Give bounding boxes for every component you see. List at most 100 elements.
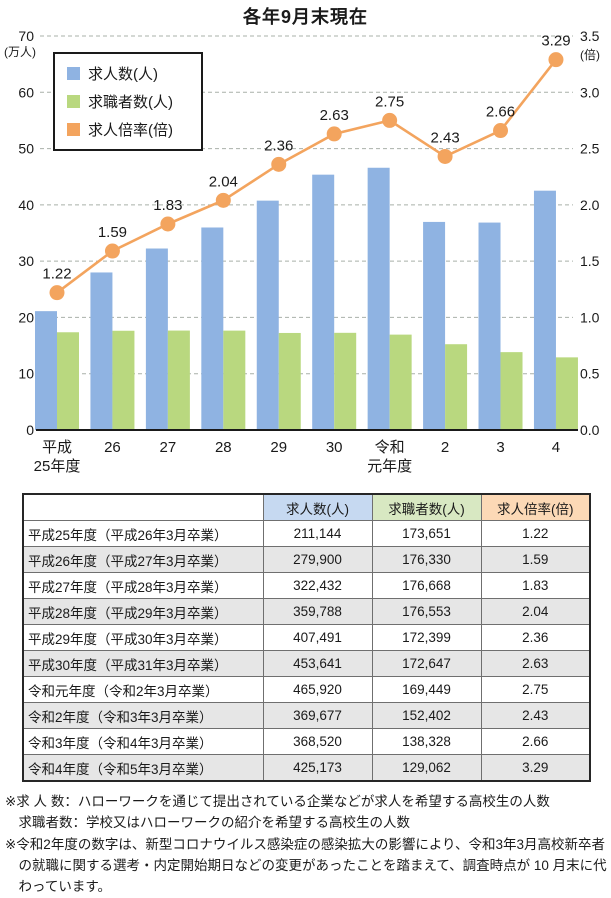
ratio-point [160,216,176,232]
header-ratio: 求人倍率(倍) [480,493,591,521]
row-year-label: 令和3年度（令和4年3月卒業） [22,728,264,755]
cell-seekers: 169,449 [371,676,482,703]
x-axis-tick: 平成 25年度 [34,439,81,475]
table-row: 令和2年度（令和3年3月卒業） 369,677 152,402 2.43 [22,702,591,729]
cell-seekers: 172,647 [371,650,482,677]
x-axis-tick: 4 [552,439,560,456]
left-axis-tick: 40 [18,197,34,213]
right-axis-tick: 3.5 [580,28,600,44]
x-axis-tick: 28 [215,439,232,456]
left-axis-tick: 10 [18,366,34,382]
cell-jobs: 279,900 [262,546,373,573]
bar-jobs [256,200,279,430]
bar-line-chart: 0 0.0 10 0.5 20 1.0 30 1.5 40 2.0 50 2.5 60 3.0 70 3.5 (… [4,28,600,475]
cell-ratio: 2.36 [480,624,591,651]
table-row: 平成29年度（平成30年3月卒業） 407,491 172,399 2.36 [22,624,591,651]
cell-ratio: 2.66 [480,728,591,755]
row-year-label: 令和元年度（令和2年3月卒業） [22,676,264,703]
bar-seekers [389,334,412,430]
x-axis-tick: 26 [104,439,121,456]
footnote-definitions: ※求 人 数：ハローワークを通じて提出されている企業などが求人を希望する高校生の… [5,794,550,831]
cell-jobs: 369,677 [262,702,373,729]
chart-legend: 求人数(人) 求職者数(人) 求人倍率(倍) [53,52,203,151]
cell-jobs: 425,173 [262,754,373,782]
cell-seekers: 152,402 [371,702,482,729]
cell-ratio: 2.75 [480,676,591,703]
right-axis-tick: 1.0 [580,309,600,325]
cell-jobs: 359,788 [262,598,373,625]
left-axis-tick: 0 [26,422,34,438]
table-row: 平成26年度（平成27年3月卒業） 279,900 176,330 1.59 [22,546,591,573]
row-year-label: 平成29年度（平成30年3月卒業） [22,624,264,651]
cell-seekers: 173,651 [371,520,482,547]
table-row: 平成27年度（平成28年3月卒業） 322,432 176,668 1.83 [22,572,591,599]
ratio-point [437,148,453,164]
bar-seekers [167,330,190,430]
jobs-swatch-icon [67,67,80,80]
cell-ratio: 2.04 [480,598,591,625]
bar-jobs [312,174,335,430]
cell-jobs: 322,432 [262,572,373,599]
cell-seekers: 176,668 [371,572,482,599]
legend-label: 求人数(人) [88,66,158,83]
right-axis-tick: 2.0 [580,197,600,213]
bar-seekers [223,330,246,430]
ratio-point [326,126,342,142]
bar-seekers [112,330,135,430]
footnote-covid-note: ※令和2年度の数字は、新型コロナウイルス感染症の感染拡大の影響により、令和3年3… [5,836,607,895]
ratio-point [49,285,65,301]
x-axis-tick: 3 [496,439,504,456]
x-axis-tick: 29 [270,439,287,456]
chart-title: 各年9月末現在 [242,7,368,27]
table-row: 平成25年度（平成26年3月卒業） 211,144 173,651 1.22 [22,520,591,547]
ratio-value-label: 2.66 [486,104,515,121]
bar-jobs [478,222,501,430]
right-axis-tick: 1.5 [580,253,600,269]
ratio-point [104,243,120,259]
cell-seekers: 172,399 [371,624,482,651]
ratio-value-label: 2.75 [375,93,404,110]
table-row: 令和元年度（令和2年3月卒業） 465,920 169,449 2.75 [22,676,591,703]
ratio-value-label: 1.22 [42,266,71,283]
cell-seekers: 138,328 [371,728,482,755]
bar-jobs [367,167,390,430]
bar-jobs [90,272,113,430]
chart-section: 各年9月末現在 0 0.0 10 0.5 20 1.0 30 1.5 40 2.0 50 2.5 60 3… [4,7,600,475]
right-axis-tick: 0.5 [580,366,600,382]
ratio-point [271,156,287,172]
header-empty [22,493,264,521]
bar-seekers [500,352,523,430]
ratio-point [215,192,231,208]
table-row: 平成30年度（平成31年3月卒業） 453,641 172,647 2.63 [22,650,591,677]
right-axis-tick: 2.5 [580,141,600,157]
legend-item-ratio: 求人倍率(倍) [67,119,191,140]
right-axis-unit: (倍) [580,47,600,62]
table-row: 令和3年度（令和4年3月卒業） 368,520 138,328 2.66 [22,728,591,755]
ratio-point [382,112,398,128]
row-year-label: 平成30年度（平成31年3月卒業） [22,650,264,677]
cell-jobs: 368,520 [262,728,373,755]
left-axis-tick: 30 [18,253,34,269]
cell-jobs: 407,491 [262,624,373,651]
row-year-label: 平成25年度（平成26年3月卒業） [22,520,264,547]
ratio-point [548,52,564,68]
ratio-value-label: 1.83 [153,197,182,214]
cell-ratio: 1.83 [480,572,591,599]
ratio-value-label: 1.59 [98,224,127,241]
table-row: 平成28年度（平成29年3月卒業） 359,788 176,553 2.04 [22,598,591,625]
ratio-value-label: 2.43 [430,129,459,146]
seekers-swatch-icon [67,95,80,108]
header-jobs: 求人数(人) [262,493,373,521]
legend-item-seekers: 求職者数(人) [67,91,191,112]
cell-ratio: 3.29 [480,754,591,782]
ratio-line [56,58,557,294]
table-header-row: 求人数(人) 求職者数(人) 求人倍率(倍) [22,493,591,521]
ratio-swatch-icon [67,123,80,136]
footnotes: ※求 人 数：ハローワークを通じて提出されている企業などが求人を希望する高校生の… [5,791,607,898]
bar-seekers [555,357,578,430]
cell-jobs: 465,920 [262,676,373,703]
bar-jobs [201,227,224,430]
bar-seekers [445,344,468,430]
legend-label: 求人倍率(倍) [88,122,173,139]
legend-item-jobs: 求人数(人) [67,63,191,84]
